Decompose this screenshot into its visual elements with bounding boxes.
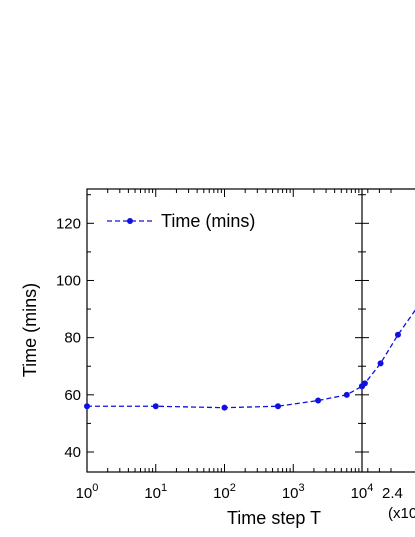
y-tick-label: 40 [64, 444, 81, 461]
series-layer [84, 309, 415, 411]
legend: Time (mins) [107, 211, 255, 231]
y-tick-label: 120 [56, 215, 81, 232]
data-point [274, 403, 281, 410]
right-panel-frame [362, 188, 415, 473]
data-point [361, 380, 368, 387]
y-axis-title: Time (mins) [20, 283, 40, 377]
right-x-tick-label: 2.4 [382, 485, 403, 502]
legend-label: Time (mins) [161, 211, 255, 231]
left-panel-frame [86, 188, 363, 473]
x-tick-label: 102 [213, 482, 236, 502]
data-point [343, 391, 350, 398]
y-tick-label: 60 [64, 387, 81, 404]
x-tick-label: 101 [144, 482, 167, 502]
data-point [377, 360, 384, 367]
data-point [221, 404, 228, 411]
x-axis-ticks: 100 101 102 103 104 2.4 (x10 [76, 189, 415, 522]
y-tick-label: 100 [56, 272, 81, 289]
series-line-right [361, 309, 415, 387]
x-tick-label: 104 [351, 482, 374, 502]
data-point [84, 403, 90, 410]
y-tick-label: 80 [64, 330, 81, 347]
right-x-multiplier-label: (x10 [388, 505, 415, 522]
data-point [394, 331, 401, 338]
x-tick-label: 103 [282, 482, 305, 502]
y-axis-ticks: 40 60 80 100 120 [56, 194, 369, 461]
x-axis-title: Time step T [227, 508, 321, 528]
x-tick-label: 100 [76, 482, 99, 502]
data-point [152, 403, 159, 410]
data-point [315, 397, 322, 404]
left-plot-frame [86, 188, 363, 473]
legend-marker [127, 218, 133, 224]
series-line-left [87, 385, 363, 409]
